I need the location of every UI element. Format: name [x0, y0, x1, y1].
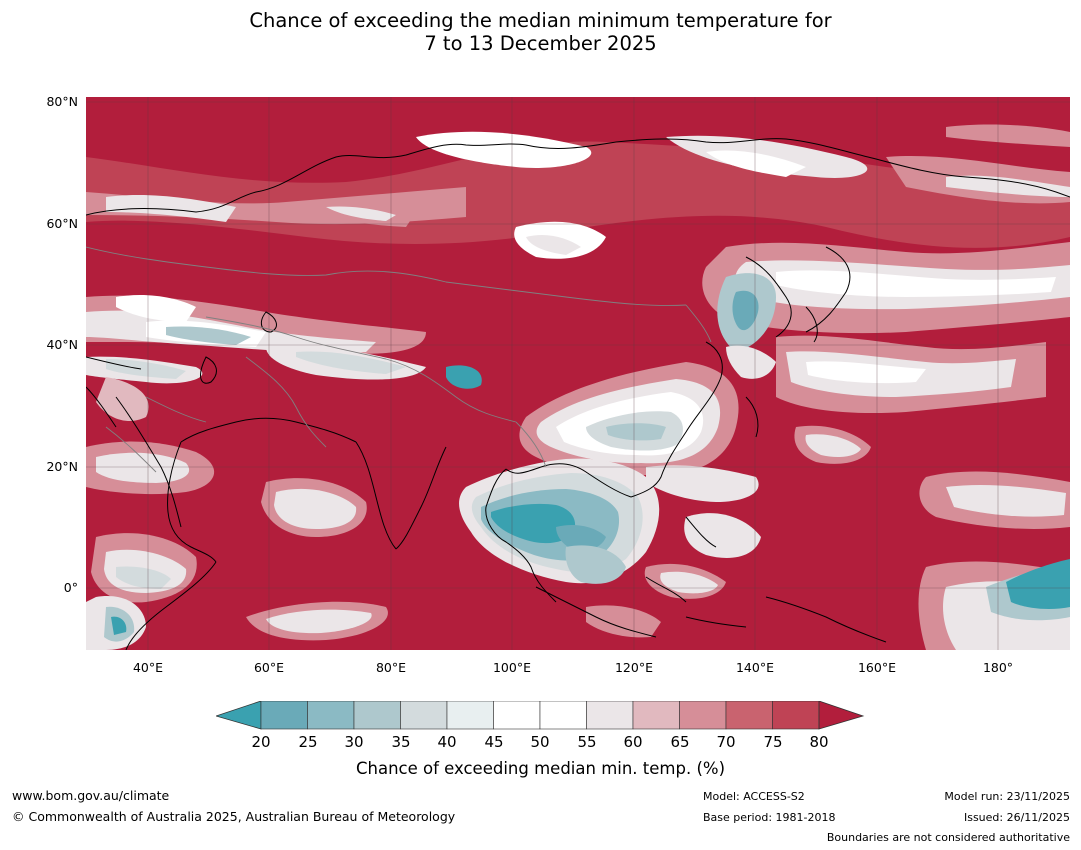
footer-url-link[interactable]: www.bom.gov.au/climate	[12, 788, 170, 803]
footer-model-run: Model run: 23/11/2025	[944, 790, 1070, 803]
footer-base-period: Base period: 1981-2018	[703, 811, 836, 824]
lon-label-120e: 120°E	[614, 660, 653, 675]
lon-label-60e: 60°E	[253, 660, 285, 675]
lat-label-80n: 80°N	[46, 94, 78, 109]
map-title-line1: Chance of exceeding the median minimum t…	[249, 9, 832, 32]
lat-label-equator: 0°	[63, 580, 78, 595]
colorbar-tick: 25	[298, 733, 318, 751]
colorbar-cell	[260, 701, 308, 730]
lon-label-140e: 140°E	[735, 660, 774, 675]
colorbar-tick: 35	[391, 733, 411, 751]
lat-label-40n: 40°N	[46, 337, 78, 352]
northern-anomaly-bands	[86, 124, 1070, 259]
colorbar-tick: 70	[716, 733, 736, 751]
colorbar-tick: 65	[670, 733, 690, 751]
map-canvas	[86, 97, 1070, 650]
lon-label-80e: 80°E	[375, 660, 407, 675]
map-title-line2: 7 to 13 December 2025	[424, 32, 657, 55]
colorbar-cell	[493, 701, 541, 730]
lat-label-60n: 60°N	[46, 216, 78, 231]
footer-issued: Issued: 26/11/2025	[963, 811, 1070, 824]
tropical-lighter-patches	[86, 295, 388, 650]
colorbar-cell	[725, 701, 773, 730]
colorbar-cell	[307, 701, 355, 730]
colorbar-cell	[539, 701, 587, 730]
colorbar-tick: 45	[484, 733, 504, 751]
footer-copyright: © Commonwealth of Australia 2025, Austra…	[12, 809, 456, 824]
lon-label-100e: 100°E	[492, 660, 531, 675]
colorbar-under-extension	[216, 701, 262, 730]
colorbar-cell	[586, 701, 634, 730]
lon-label-180: 180°	[982, 660, 1014, 675]
colorbar-tick: 75	[763, 733, 783, 751]
lat-label-20n: 20°N	[46, 459, 78, 474]
lon-label-40e: 40°E	[132, 660, 164, 675]
colorbar-cell	[446, 701, 494, 730]
colorbar-over-extension	[818, 701, 865, 730]
colorbar-title-text: Chance of exceeding median min. temp. (%…	[355, 759, 726, 778]
colorbar-tick: 50	[530, 733, 550, 751]
colorbar-cell	[400, 701, 448, 730]
colorbar-tick: 40	[437, 733, 457, 751]
map-panel	[86, 97, 1070, 650]
colorbar-tick: 55	[577, 733, 597, 751]
colorbar	[216, 701, 865, 730]
lon-label-160e: 160°E	[857, 660, 896, 675]
map-title: Chance of exceeding the median minimum t…	[0, 9, 1081, 55]
colorbar-title: Chance of exceeding median min. temp. (%…	[0, 759, 1081, 778]
colorbar-tick: 80	[809, 733, 829, 751]
pacific-anomaly-patches	[586, 425, 1070, 650]
colorbar-tick: 20	[251, 733, 271, 751]
colorbar-cell	[772, 701, 820, 730]
colorbar-cell	[632, 701, 680, 730]
coastlines	[86, 138, 1070, 650]
colorbar-cells	[216, 701, 865, 730]
graticule	[86, 97, 1070, 650]
colorbar-cell	[679, 701, 727, 730]
footer-disclaimer: Boundaries are not considered authoritat…	[826, 831, 1070, 844]
colorbar-cell	[353, 701, 401, 730]
colorbar-tick: 60	[623, 733, 643, 751]
colorbar-tick: 30	[344, 733, 364, 751]
footer-model: Model: ACCESS-S2	[703, 790, 805, 803]
country-borders	[86, 246, 712, 473]
east-asia-cool-region	[459, 362, 759, 584]
